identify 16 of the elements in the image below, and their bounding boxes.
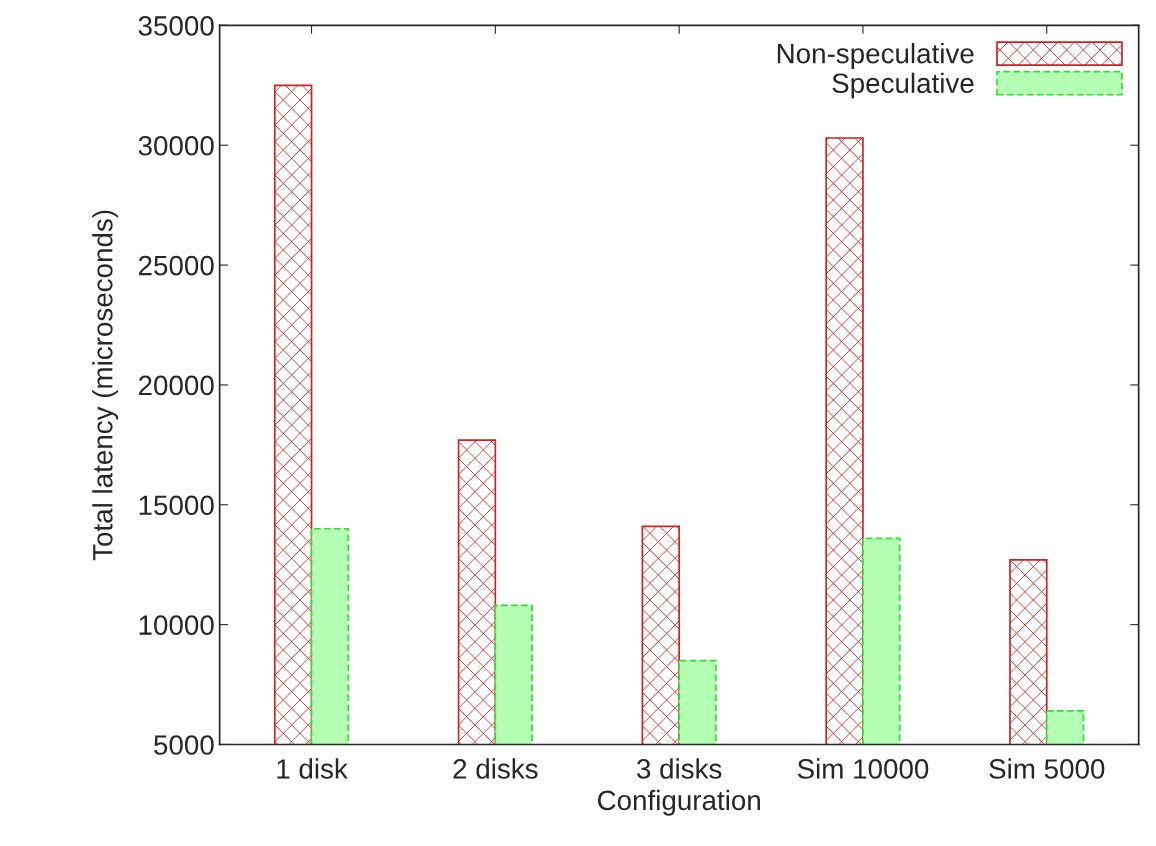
y-tick-label: 30000 [138,135,214,156]
x-tick-label: Sim 10000 [797,758,929,779]
x-tick-label: 3 disks [636,758,722,779]
x-tick-label: Sim 5000 [989,758,1105,779]
y-tick-label: 15000 [139,495,214,516]
y-tick-label: 20000 [138,375,214,396]
x-tick-label: 2 disks [453,758,538,779]
x-tick-label: 1 disk [277,758,348,779]
y-tick-label: 35000 [138,16,214,36]
x-axis-title: Configuration [597,789,760,816]
y-tick-label: 10000 [139,615,214,635]
y-axis-title: Total latency (microseconds) [92,210,119,561]
y-tick-label: 25000 [138,255,214,276]
y-tick-label: 5000 [154,735,214,755]
legend-label: Speculative [832,72,974,99]
legend-label: Non-speculative [777,43,974,69]
